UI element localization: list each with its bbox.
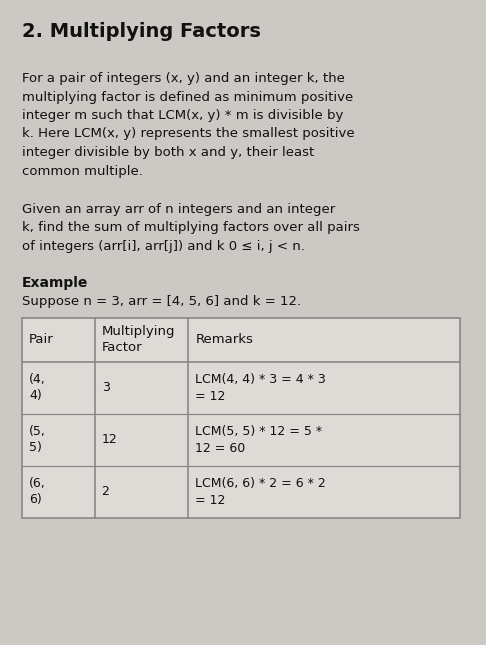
Text: common multiple.: common multiple. <box>22 164 143 177</box>
Text: multiplying factor is defined as minimum positive: multiplying factor is defined as minimum… <box>22 90 353 103</box>
Text: Multiplying
Factor: Multiplying Factor <box>102 325 175 354</box>
Text: (6,
6): (6, 6) <box>29 477 46 506</box>
Text: For a pair of integers (x, y) and an integer k, the: For a pair of integers (x, y) and an int… <box>22 72 345 85</box>
Bar <box>22 317 460 517</box>
Text: Remarks: Remarks <box>195 333 253 346</box>
Text: integer divisible by both x and y, their least: integer divisible by both x and y, their… <box>22 146 314 159</box>
Text: LCM(6, 6) * 2 = 6 * 2
= 12: LCM(6, 6) * 2 = 6 * 2 = 12 <box>195 477 326 506</box>
Text: Given an array arr of n integers and an integer: Given an array arr of n integers and an … <box>22 203 335 216</box>
Text: integer m such that LCM(x, y) * m is divisible by: integer m such that LCM(x, y) * m is div… <box>22 109 344 122</box>
Text: Pair: Pair <box>29 333 54 346</box>
Text: LCM(4, 4) * 3 = 4 * 3
= 12: LCM(4, 4) * 3 = 4 * 3 = 12 <box>195 373 326 402</box>
Text: 12: 12 <box>102 433 117 446</box>
Text: of integers (arr[i], arr[j]) and k 0 ≤ i, j < n.: of integers (arr[i], arr[j]) and k 0 ≤ i… <box>22 240 305 253</box>
Text: LCM(5, 5) * 12 = 5 *
12 = 60: LCM(5, 5) * 12 = 5 * 12 = 60 <box>195 424 322 455</box>
Text: Suppose n = 3, arr = [4, 5, 6] and k = 12.: Suppose n = 3, arr = [4, 5, 6] and k = 1… <box>22 295 301 308</box>
Text: (5,
5): (5, 5) <box>29 424 46 455</box>
Text: Example: Example <box>22 277 88 290</box>
Text: k. Here LCM(x, y) represents the smallest positive: k. Here LCM(x, y) represents the smalles… <box>22 128 355 141</box>
Text: k, find the sum of multiplying factors over all pairs: k, find the sum of multiplying factors o… <box>22 221 360 235</box>
Text: 3: 3 <box>102 381 109 394</box>
Text: (4,
4): (4, 4) <box>29 373 46 402</box>
Text: 2. Multiplying Factors: 2. Multiplying Factors <box>22 22 261 41</box>
Text: 2: 2 <box>102 485 109 498</box>
